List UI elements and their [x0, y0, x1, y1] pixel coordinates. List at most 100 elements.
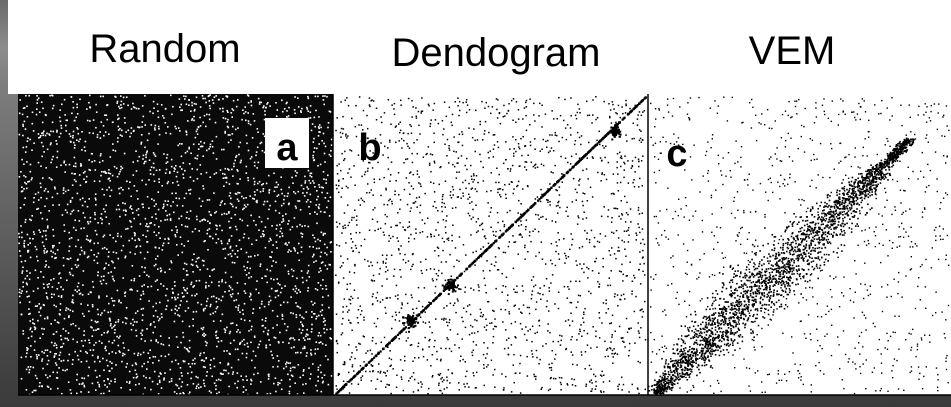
dot — [335, 274, 337, 276]
dot — [480, 311, 482, 314]
dot — [218, 298, 220, 300]
dot — [507, 294, 509, 296]
dot — [71, 299, 74, 301]
dot — [582, 169, 584, 172]
dot — [18, 236, 21, 238]
dot — [257, 161, 260, 164]
dot — [63, 160, 66, 163]
dot — [97, 328, 100, 330]
dot — [352, 241, 354, 243]
dot — [363, 336, 365, 338]
dot — [139, 223, 142, 225]
dot — [188, 350, 190, 353]
dot — [189, 192, 191, 195]
dot — [43, 328, 45, 330]
dot — [550, 366, 553, 369]
dot — [347, 135, 349, 137]
dot — [318, 332, 320, 334]
dot — [104, 114, 106, 116]
dot — [338, 281, 340, 283]
dot — [135, 335, 138, 337]
dot — [450, 350, 453, 353]
dot — [628, 328, 631, 330]
dot — [224, 203, 226, 205]
dot — [73, 156, 76, 159]
dot — [316, 289, 319, 291]
dot — [397, 298, 399, 300]
dot — [106, 386, 108, 388]
dot — [623, 230, 626, 232]
dot — [280, 176, 282, 178]
dot — [363, 200, 365, 203]
dot — [55, 166, 58, 168]
dot — [567, 286, 569, 288]
dot — [35, 113, 38, 116]
dot — [641, 185, 643, 187]
dot — [345, 242, 347, 244]
dot — [233, 162, 235, 165]
dot — [270, 277, 272, 280]
dot — [565, 138, 568, 141]
dot — [183, 295, 185, 298]
dot — [142, 115, 145, 118]
dot — [136, 160, 139, 162]
dot — [218, 391, 220, 394]
dot — [315, 384, 317, 387]
dot — [205, 304, 208, 307]
dot — [253, 183, 256, 186]
dot — [304, 182, 306, 184]
dot — [445, 220, 447, 222]
dot — [243, 112, 245, 115]
dot — [636, 124, 639, 126]
dot — [311, 316, 313, 318]
dot — [170, 261, 173, 264]
dot — [425, 269, 428, 271]
dot — [272, 244, 274, 246]
dot — [379, 227, 382, 230]
dot — [519, 372, 521, 374]
dot — [252, 350, 255, 353]
dot — [554, 358, 556, 360]
dot — [398, 123, 400, 125]
dot — [340, 196, 343, 198]
dot — [33, 197, 35, 199]
dot — [91, 161, 93, 163]
dot — [335, 184, 338, 186]
dot — [119, 128, 121, 130]
dot — [147, 352, 150, 354]
dot — [281, 315, 284, 317]
dot — [577, 301, 579, 303]
dot — [69, 135, 72, 138]
dot — [594, 388, 597, 390]
dot — [60, 296, 63, 298]
dot — [293, 248, 296, 250]
dot — [155, 217, 158, 220]
dot — [96, 262, 99, 264]
dot — [262, 203, 265, 206]
dot — [421, 110, 424, 112]
dot — [76, 266, 78, 268]
dot — [525, 161, 528, 163]
dot — [507, 245, 510, 248]
dot — [622, 383, 625, 386]
dot — [259, 142, 262, 145]
dot — [76, 103, 78, 106]
dot — [461, 131, 463, 133]
dot — [177, 346, 179, 348]
dot — [617, 173, 619, 175]
dot — [534, 332, 536, 335]
dot — [40, 186, 42, 188]
dot — [281, 221, 283, 223]
dot — [633, 310, 636, 313]
dot — [492, 309, 494, 312]
dot — [311, 311, 313, 313]
dot — [283, 301, 285, 304]
dot — [627, 241, 630, 243]
dot — [567, 215, 569, 217]
dot — [514, 336, 516, 338]
dot — [143, 162, 145, 165]
dot — [296, 351, 299, 354]
dot — [324, 95, 326, 97]
dot — [155, 169, 158, 172]
dot — [465, 267, 468, 270]
